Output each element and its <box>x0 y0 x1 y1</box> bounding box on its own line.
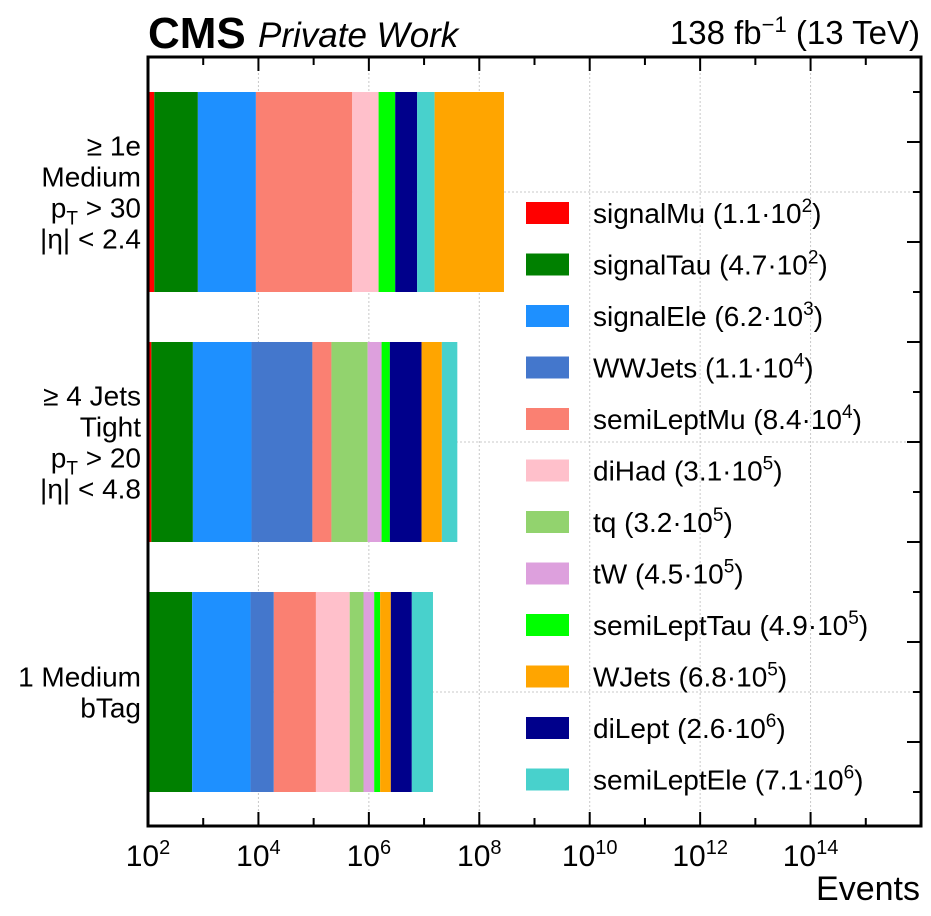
x-tick-label: 108 <box>457 837 502 873</box>
bar-segment-semiLeptEle <box>411 592 433 792</box>
bar-segment-signalMu <box>148 92 155 292</box>
legend-swatch-signalTau <box>526 253 569 276</box>
cms-label: CMS <box>148 9 246 58</box>
x-tick-label: 106 <box>347 837 392 873</box>
bar-segment-diLept <box>395 92 418 292</box>
legend-swatch-semiLeptTau <box>526 614 569 636</box>
category-label-line: ≥ 1e <box>87 131 141 162</box>
category-label-line: 1 Medium <box>18 662 141 693</box>
legend-swatch-semiLeptEle <box>526 768 569 791</box>
legend-swatch-semiLeptMu <box>526 408 569 430</box>
bar-segment-WJets <box>380 592 391 792</box>
legend-label-WWJets: WWJets (1.1·104) <box>593 351 814 384</box>
bar-segment-semiLeptMu <box>255 92 353 292</box>
luminosity-label: 138 fb−1 (13 TeV) <box>670 12 920 51</box>
x-tick-label: 104 <box>236 837 281 873</box>
bar-segment-WJets <box>434 92 504 292</box>
legend-swatch-tW <box>526 562 569 585</box>
legend-swatch-diLept <box>526 717 569 739</box>
bar-segment-diLept <box>389 342 422 542</box>
category-label-line: pT > 30 <box>51 193 141 230</box>
legend-label-signalMu: signalMu (1.1·102) <box>593 196 821 229</box>
legend-label-signalTau: signalTau (4.7·102) <box>593 248 828 281</box>
bar-segment-WJets <box>421 342 442 542</box>
bar-segment-semiLeptMu <box>312 342 332 542</box>
bar-segment-signalEle <box>197 92 256 292</box>
bar-segment-tq <box>331 342 368 542</box>
legend-label-semiLeptEle: semiLeptEle (7.1·106) <box>593 763 863 796</box>
bar-segment-signalEle <box>192 342 252 542</box>
category-label-line: |η| < 2.4 <box>40 224 141 255</box>
bar-segment-signalMu <box>148 342 152 542</box>
bar-segment-semiLeptMu <box>273 592 316 792</box>
plot-frame <box>146 55 923 828</box>
legend-label-diLept: diLept (2.6·106) <box>593 711 786 744</box>
bar-segment-semiLeptTau <box>381 342 390 542</box>
category-label-line: bTag <box>80 693 141 724</box>
x-axis-label: Events <box>816 870 920 908</box>
bars <box>148 92 504 792</box>
category-label-line: Tight <box>80 412 141 443</box>
legend-swatch-WJets <box>526 665 569 688</box>
legend-label-signalEle: signalEle (6.2·103) <box>593 299 823 332</box>
bar-segment-signalTau <box>151 342 193 542</box>
legend-swatch-signalEle <box>526 305 569 327</box>
bar-segment-signalTau <box>149 592 193 792</box>
legend-swatch-diHad <box>526 459 569 482</box>
category-label-line: pT > 20 <box>51 443 141 480</box>
category-label-line: ≥ 4 Jets <box>43 381 141 412</box>
category-label-line: Medium <box>41 162 141 193</box>
bar-segment-diHad <box>315 592 350 792</box>
legend-swatch-WWJets <box>526 356 569 379</box>
bar-segment-semiLeptEle <box>441 342 458 542</box>
bar-segment-tW <box>363 592 375 792</box>
private-work-label: Private Work <box>258 16 460 55</box>
bar-segment-signalTau <box>154 92 198 292</box>
x-tick-label: 1010 <box>562 837 618 873</box>
bar-segment-semiLeptEle <box>417 92 435 292</box>
bar-segment-WWJets <box>250 592 274 792</box>
legend-swatch-tq <box>526 511 569 533</box>
bar-segment-semiLeptTau <box>378 92 396 292</box>
legend-label-diHad: diHad (3.1·105) <box>593 454 783 487</box>
bar-segment-semiLeptTau <box>374 592 381 792</box>
bar-segment-signalEle <box>192 592 251 792</box>
bar-segment-diHad <box>352 92 379 292</box>
x-tick-label: 102 <box>126 837 171 873</box>
x-tick-label: 1012 <box>672 837 728 873</box>
bar-segment-WWJets <box>251 342 313 542</box>
legend-label-semiLeptMu: semiLeptMu (8.4·104) <box>593 402 862 435</box>
legend-label-WJets: WJets (6.8·105) <box>593 660 787 693</box>
legend-swatch-signalMu <box>526 202 569 224</box>
bar-segment-diLept <box>390 592 412 792</box>
x-tick-label: 1014 <box>783 837 839 873</box>
bar-segment-tq <box>349 592 364 792</box>
category-label-line: |η| < 4.8 <box>40 474 141 505</box>
legend-label-tW: tW (4.5·105) <box>593 557 744 590</box>
legend-label-tq: tq (3.2·105) <box>593 505 733 538</box>
legend: signalMu (1.1·102) signalTau (4.7·102) sig… <box>526 196 868 796</box>
bar-segment-tW <box>367 342 382 542</box>
legend-label-semiLeptTau: semiLeptTau (4.9·105) <box>593 608 868 641</box>
